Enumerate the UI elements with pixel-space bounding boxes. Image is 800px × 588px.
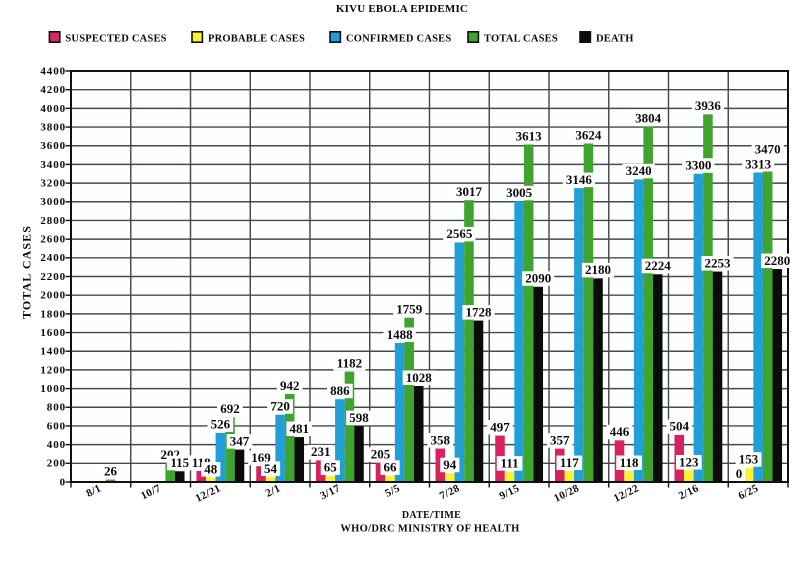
svg-text:2200: 2200 <box>40 271 66 283</box>
svg-text:2090: 2090 <box>525 271 551 286</box>
svg-text:800: 800 <box>47 402 66 414</box>
svg-text:4400: 4400 <box>40 65 66 77</box>
svg-text:200: 200 <box>47 458 66 470</box>
svg-text:DEATH: DEATH <box>596 33 634 44</box>
svg-text:400: 400 <box>47 439 66 451</box>
svg-text:3936: 3936 <box>695 98 722 113</box>
svg-text:2000: 2000 <box>40 290 66 302</box>
svg-text:205: 205 <box>371 447 391 462</box>
svg-text:2400: 2400 <box>40 252 66 264</box>
svg-text:123: 123 <box>679 454 699 469</box>
svg-text:0: 0 <box>736 466 743 481</box>
svg-text:TOTAL CASES: TOTAL CASES <box>484 33 558 44</box>
svg-text:2800: 2800 <box>40 215 66 227</box>
svg-text:3146: 3146 <box>566 172 593 187</box>
svg-text:1400: 1400 <box>40 346 66 358</box>
svg-text:0: 0 <box>60 476 66 488</box>
svg-text:1488: 1488 <box>387 327 414 342</box>
svg-text:KIVU EBOLA EPIDEMIC: KIVU EBOLA EPIDEMIC <box>336 3 468 15</box>
svg-text:54: 54 <box>264 461 278 476</box>
svg-text:3300: 3300 <box>685 158 711 173</box>
svg-text:2/1: 2/1 <box>264 482 283 499</box>
svg-text:231: 231 <box>311 444 331 459</box>
svg-text:CONFIRMED CASES: CONFIRMED CASES <box>346 33 451 44</box>
svg-text:3313: 3313 <box>745 156 772 171</box>
svg-text:358: 358 <box>431 432 451 447</box>
svg-text:26: 26 <box>104 463 118 478</box>
svg-text:111: 111 <box>501 455 519 470</box>
svg-text:1800: 1800 <box>40 308 66 320</box>
svg-text:600: 600 <box>47 420 66 432</box>
svg-text:1200: 1200 <box>40 364 66 376</box>
svg-text:2600: 2600 <box>40 234 66 246</box>
svg-text:3240: 3240 <box>626 163 652 178</box>
svg-text:3005: 3005 <box>506 185 533 200</box>
svg-text:TOTAL CASES: TOTAL CASES <box>20 225 34 319</box>
svg-text:WHO/DRC MINISTRY OF HEALTH: WHO/DRC MINISTRY OF HEALTH <box>340 524 519 535</box>
svg-text:118: 118 <box>620 455 639 470</box>
svg-text:886: 886 <box>330 383 350 398</box>
svg-text:3470: 3470 <box>755 142 781 157</box>
svg-text:504: 504 <box>670 419 690 434</box>
svg-text:3804: 3804 <box>635 110 662 125</box>
svg-text:357: 357 <box>550 432 570 447</box>
svg-text:1028: 1028 <box>406 370 433 385</box>
svg-text:598: 598 <box>349 410 369 425</box>
svg-text:117: 117 <box>560 455 579 470</box>
svg-text:3200: 3200 <box>40 177 66 189</box>
svg-text:1182: 1182 <box>337 355 362 370</box>
svg-text:942: 942 <box>280 378 300 393</box>
svg-text:1000: 1000 <box>40 383 66 395</box>
svg-text:DATE/TIME: DATE/TIME <box>402 510 461 521</box>
svg-text:3800: 3800 <box>40 121 66 133</box>
svg-text:1728: 1728 <box>466 304 493 319</box>
svg-text:3000: 3000 <box>40 196 66 208</box>
svg-text:3613: 3613 <box>516 128 543 143</box>
svg-text:2280: 2280 <box>764 253 790 268</box>
svg-text:2180: 2180 <box>585 262 611 277</box>
svg-text:1759: 1759 <box>396 301 423 316</box>
svg-text:446: 446 <box>610 424 630 439</box>
svg-text:720: 720 <box>270 399 290 414</box>
svg-text:3400: 3400 <box>40 159 66 171</box>
svg-text:3624: 3624 <box>575 127 602 142</box>
svg-text:169: 169 <box>251 450 271 465</box>
svg-text:1600: 1600 <box>40 327 66 339</box>
svg-text:8/1: 8/1 <box>84 482 103 499</box>
svg-text:4000: 4000 <box>40 103 66 115</box>
svg-text:2565: 2565 <box>446 226 473 241</box>
svg-text:48: 48 <box>204 461 218 476</box>
svg-text:347: 347 <box>230 433 250 448</box>
svg-text:2253: 2253 <box>705 255 732 270</box>
svg-text:4200: 4200 <box>40 84 66 96</box>
svg-text:3017: 3017 <box>456 184 483 199</box>
svg-text:66: 66 <box>384 460 398 475</box>
svg-text:SUSPECTED CASES: SUSPECTED CASES <box>65 33 166 44</box>
svg-text:481: 481 <box>290 421 310 436</box>
svg-text:3600: 3600 <box>40 140 66 152</box>
svg-text:153: 153 <box>739 452 759 467</box>
svg-text:5/5: 5/5 <box>383 482 402 499</box>
svg-text:526: 526 <box>211 417 231 432</box>
svg-text:692: 692 <box>220 401 240 416</box>
svg-text:65: 65 <box>324 460 338 475</box>
svg-text:497: 497 <box>490 419 510 434</box>
svg-text:115: 115 <box>170 455 189 470</box>
svg-text:2224: 2224 <box>645 258 672 273</box>
svg-text:94: 94 <box>443 457 457 472</box>
svg-text:PROBABLE CASES: PROBABLE CASES <box>208 33 305 44</box>
